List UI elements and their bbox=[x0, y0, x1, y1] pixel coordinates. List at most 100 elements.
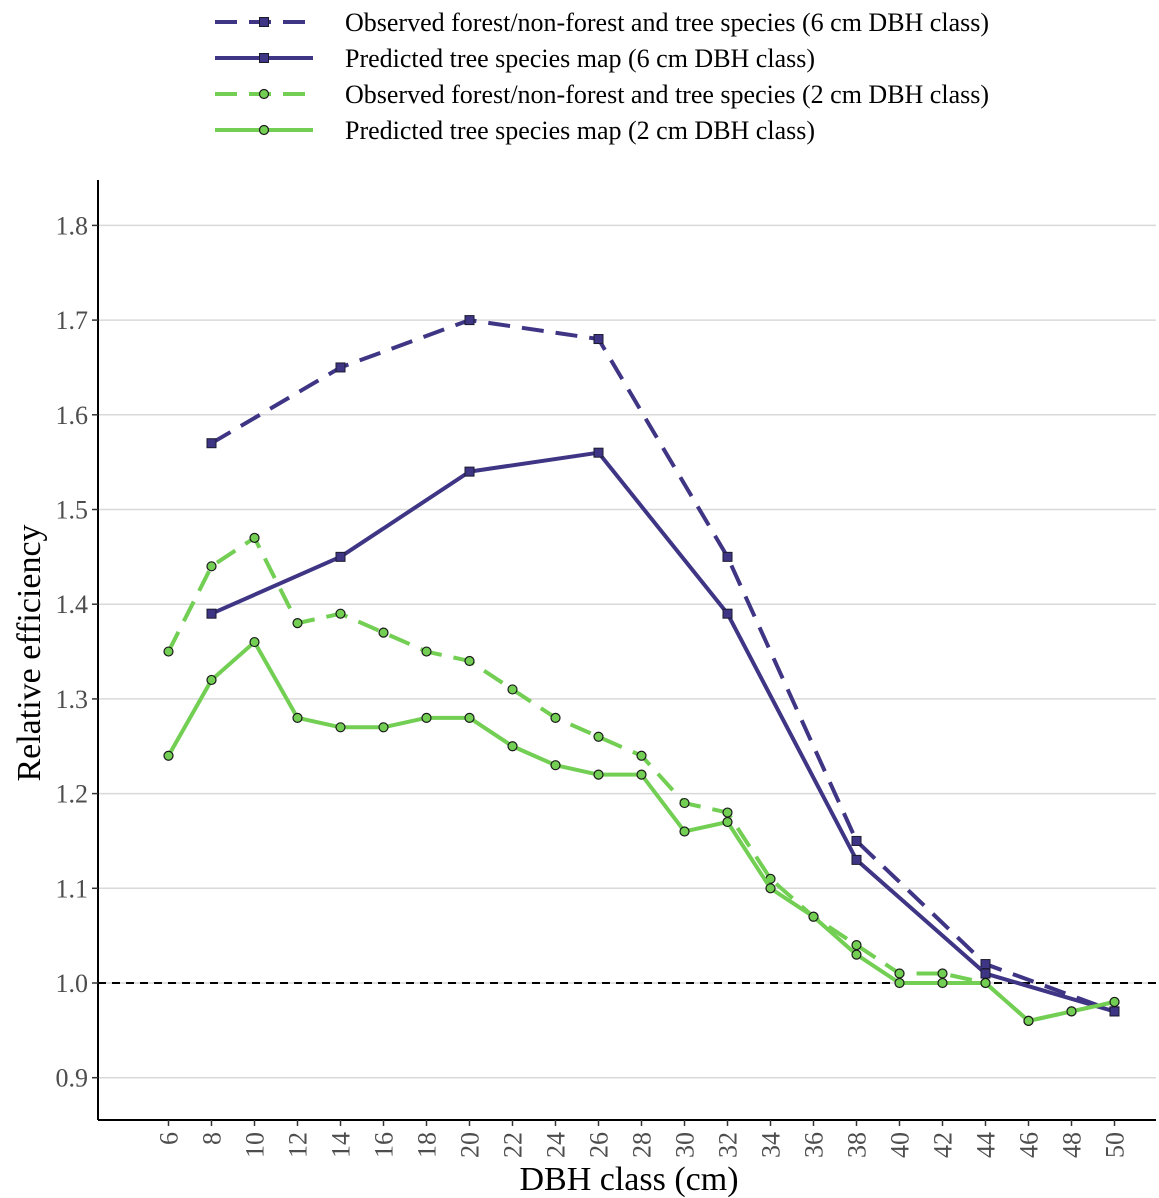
data-point bbox=[249, 636, 260, 648]
x-tick-label: 18 bbox=[413, 1132, 442, 1158]
x-tick-label: 26 bbox=[585, 1132, 614, 1158]
legend-label: Observed forest/non-forest and tree spec… bbox=[345, 80, 989, 109]
x-tick-label: 14 bbox=[327, 1132, 356, 1158]
x-tick-label: 16 bbox=[370, 1132, 399, 1158]
x-tick-label: 46 bbox=[1015, 1132, 1044, 1158]
data-point bbox=[765, 883, 776, 894]
x-tick-label: 48 bbox=[1058, 1132, 1087, 1158]
x-tick-label: 6 bbox=[155, 1132, 184, 1145]
x-tick-label: 20 bbox=[456, 1132, 485, 1158]
data-point bbox=[851, 940, 862, 951]
series-line bbox=[210, 450, 1116, 1014]
y-tick-label: 1.7 bbox=[56, 306, 89, 335]
gridlines bbox=[98, 224, 1156, 1079]
series-4 bbox=[163, 636, 1120, 1026]
data-point bbox=[1023, 1015, 1034, 1026]
axes bbox=[97, 180, 1156, 1121]
data-point bbox=[722, 551, 733, 562]
data-point bbox=[292, 712, 303, 723]
data-point bbox=[679, 826, 690, 837]
data-point bbox=[464, 466, 475, 477]
x-tick-label: 22 bbox=[499, 1132, 528, 1158]
legend-swatch-marker bbox=[258, 124, 270, 136]
data-point bbox=[421, 646, 432, 657]
series-layer bbox=[163, 315, 1120, 1026]
data-point bbox=[722, 608, 733, 619]
data-point bbox=[722, 807, 733, 818]
y-tick-label: 1.6 bbox=[56, 401, 89, 430]
data-point bbox=[593, 334, 604, 345]
y-tick-label: 1.5 bbox=[56, 496, 89, 525]
data-point bbox=[894, 968, 905, 979]
data-point bbox=[937, 977, 948, 989]
legend-swatch-marker bbox=[259, 17, 269, 27]
data-point bbox=[894, 977, 905, 989]
y-tick-label: 1.0 bbox=[56, 969, 89, 998]
data-point bbox=[378, 627, 389, 638]
data-point bbox=[808, 911, 819, 922]
x-tick-label: 42 bbox=[929, 1132, 958, 1158]
legend-label: Predicted tree species map (6 cm DBH cla… bbox=[345, 44, 815, 73]
legend-swatch-marker bbox=[259, 53, 269, 63]
data-point bbox=[851, 949, 862, 960]
data-point bbox=[550, 712, 561, 723]
data-point bbox=[851, 854, 862, 865]
x-tick-labels: 6 8 10 12 14 16 18 20 22 24 26 28 30 32 34 36 38 40 42 44 46… bbox=[155, 1120, 1130, 1158]
data-point bbox=[1109, 1006, 1120, 1017]
data-point bbox=[292, 618, 303, 629]
data-point bbox=[851, 835, 862, 846]
data-point bbox=[464, 655, 475, 667]
y-axis-title: Relative efficiency bbox=[11, 524, 48, 781]
x-tick-label: 36 bbox=[800, 1132, 829, 1158]
series-2 bbox=[206, 447, 1120, 1017]
data-point bbox=[636, 769, 647, 780]
data-point bbox=[335, 551, 346, 562]
data-point bbox=[206, 561, 217, 572]
data-point bbox=[421, 712, 432, 723]
data-point bbox=[335, 362, 346, 373]
y-tick-label: 1.1 bbox=[56, 874, 89, 903]
x-tick-label: 50 bbox=[1101, 1132, 1130, 1158]
data-point bbox=[378, 722, 389, 733]
data-point bbox=[593, 731, 604, 742]
data-point bbox=[206, 608, 217, 619]
data-point bbox=[550, 760, 561, 771]
data-point bbox=[937, 968, 948, 979]
series-1 bbox=[206, 315, 1120, 1017]
data-point bbox=[249, 532, 260, 544]
y-tick-label: 1.4 bbox=[56, 590, 89, 619]
data-point bbox=[206, 674, 217, 686]
x-tick-label: 30 bbox=[671, 1132, 700, 1158]
x-tick-label: 8 bbox=[198, 1132, 227, 1145]
legend-entry-1: Observed forest/non-forest and tree spec… bbox=[215, 8, 989, 37]
y-tick-label: 1.8 bbox=[56, 211, 89, 240]
x-axis-title: DBH class (cm) bbox=[519, 1161, 738, 1198]
data-point bbox=[722, 816, 733, 828]
y-tick-label: 1.3 bbox=[56, 685, 89, 714]
x-tick-label: 34 bbox=[757, 1132, 786, 1158]
legend-entry-2: Predicted tree species map (6 cm DBH cla… bbox=[215, 44, 815, 73]
data-point bbox=[980, 977, 991, 989]
x-tick-label: 38 bbox=[843, 1132, 872, 1158]
data-point bbox=[163, 646, 174, 657]
legend-entry-3: Observed forest/non-forest and tree spec… bbox=[215, 80, 989, 109]
data-point bbox=[163, 750, 174, 761]
data-point bbox=[464, 315, 475, 326]
x-tick-label: 24 bbox=[542, 1132, 571, 1158]
x-tick-label: 32 bbox=[714, 1132, 743, 1158]
data-point bbox=[593, 769, 604, 780]
x-tick-label: 44 bbox=[972, 1132, 1001, 1158]
x-tick-label: 40 bbox=[886, 1132, 915, 1158]
legend-label: Predicted tree species map (2 cm DBH cla… bbox=[345, 116, 815, 145]
data-point bbox=[507, 741, 518, 752]
y-tick-label: 1.2 bbox=[56, 780, 89, 809]
y-tick-label: 0.9 bbox=[56, 1064, 89, 1093]
data-point bbox=[593, 447, 604, 458]
data-point bbox=[980, 968, 991, 979]
data-point bbox=[507, 684, 518, 695]
x-tick-label: 10 bbox=[241, 1132, 270, 1158]
y-tick-labels: 0.9 1.0 1.1 1.2 1.3 1.4 1.5 1.6 1.7 1.8 bbox=[56, 211, 98, 1093]
x-tick-label: 12 bbox=[284, 1132, 313, 1158]
data-point bbox=[679, 797, 690, 809]
